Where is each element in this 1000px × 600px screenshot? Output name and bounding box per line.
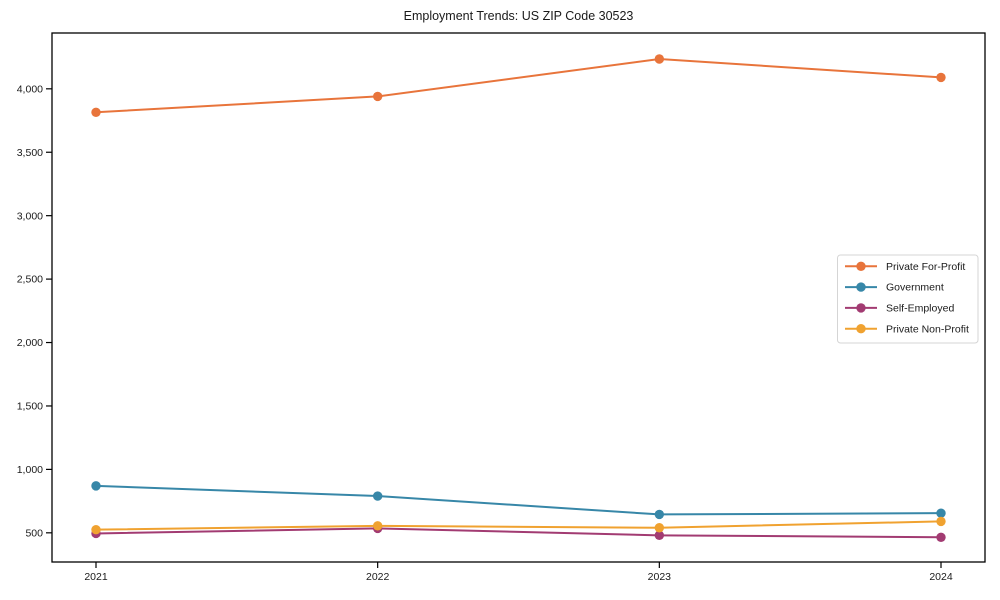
- data-point-self-employed: [936, 532, 946, 542]
- x-tick-label: 2023: [648, 571, 672, 583]
- data-point-government: [372, 491, 383, 501]
- chart-title: Employment Trends: US ZIP Code 30523: [403, 9, 634, 23]
- legend-box: [837, 254, 979, 344]
- y-tick-label: 3,500: [17, 147, 43, 159]
- series-line-government: [95, 484, 942, 516]
- legend-marker-icon: [856, 261, 866, 271]
- y-tick-label: 500: [25, 527, 43, 539]
- data-point-private-for-profit: [936, 72, 946, 83]
- data-point-government: [91, 481, 101, 491]
- legend-marker-icon: [856, 303, 866, 313]
- y-tick-label: 2,500: [17, 274, 43, 286]
- legend-marker-icon: [856, 324, 866, 334]
- legend-label: Private For-Profit: [886, 261, 965, 273]
- series-line-private-non-profit: [95, 520, 942, 531]
- data-point-private-for-profit: [654, 54, 665, 64]
- data-point-private-for-profit: [372, 91, 383, 102]
- data-point-government: [654, 509, 665, 520]
- data-point-private-for-profit: [91, 107, 101, 117]
- x-tick-label: 2024: [929, 571, 953, 583]
- data-point-government: [936, 508, 946, 518]
- y-tick-label: 3,000: [17, 210, 43, 222]
- plot-border: [51, 32, 986, 563]
- y-tick-label: 1,500: [17, 401, 43, 413]
- y-tick-label: 2,000: [17, 337, 43, 349]
- x-tick-label: 2021: [84, 571, 108, 583]
- legend-label: Private Non-Profit: [886, 323, 969, 335]
- legend-marker-icon: [856, 282, 866, 292]
- legend-label: Government: [886, 282, 944, 294]
- data-point-self-employed: [654, 530, 665, 541]
- y-tick-label: 1,000: [17, 464, 43, 476]
- series-line-self-employed: [95, 527, 942, 539]
- series-line-private-for-profit: [95, 58, 942, 114]
- x-tick-label: 2022: [366, 571, 390, 583]
- legend-label: Self-Employed: [886, 303, 954, 315]
- data-point-private-non-profit: [372, 521, 383, 531]
- y-tick-label: 4,000: [17, 83, 43, 95]
- data-point-private-non-profit: [654, 523, 665, 533]
- data-point-private-non-profit: [936, 516, 946, 527]
- data-point-private-non-profit: [91, 524, 101, 535]
